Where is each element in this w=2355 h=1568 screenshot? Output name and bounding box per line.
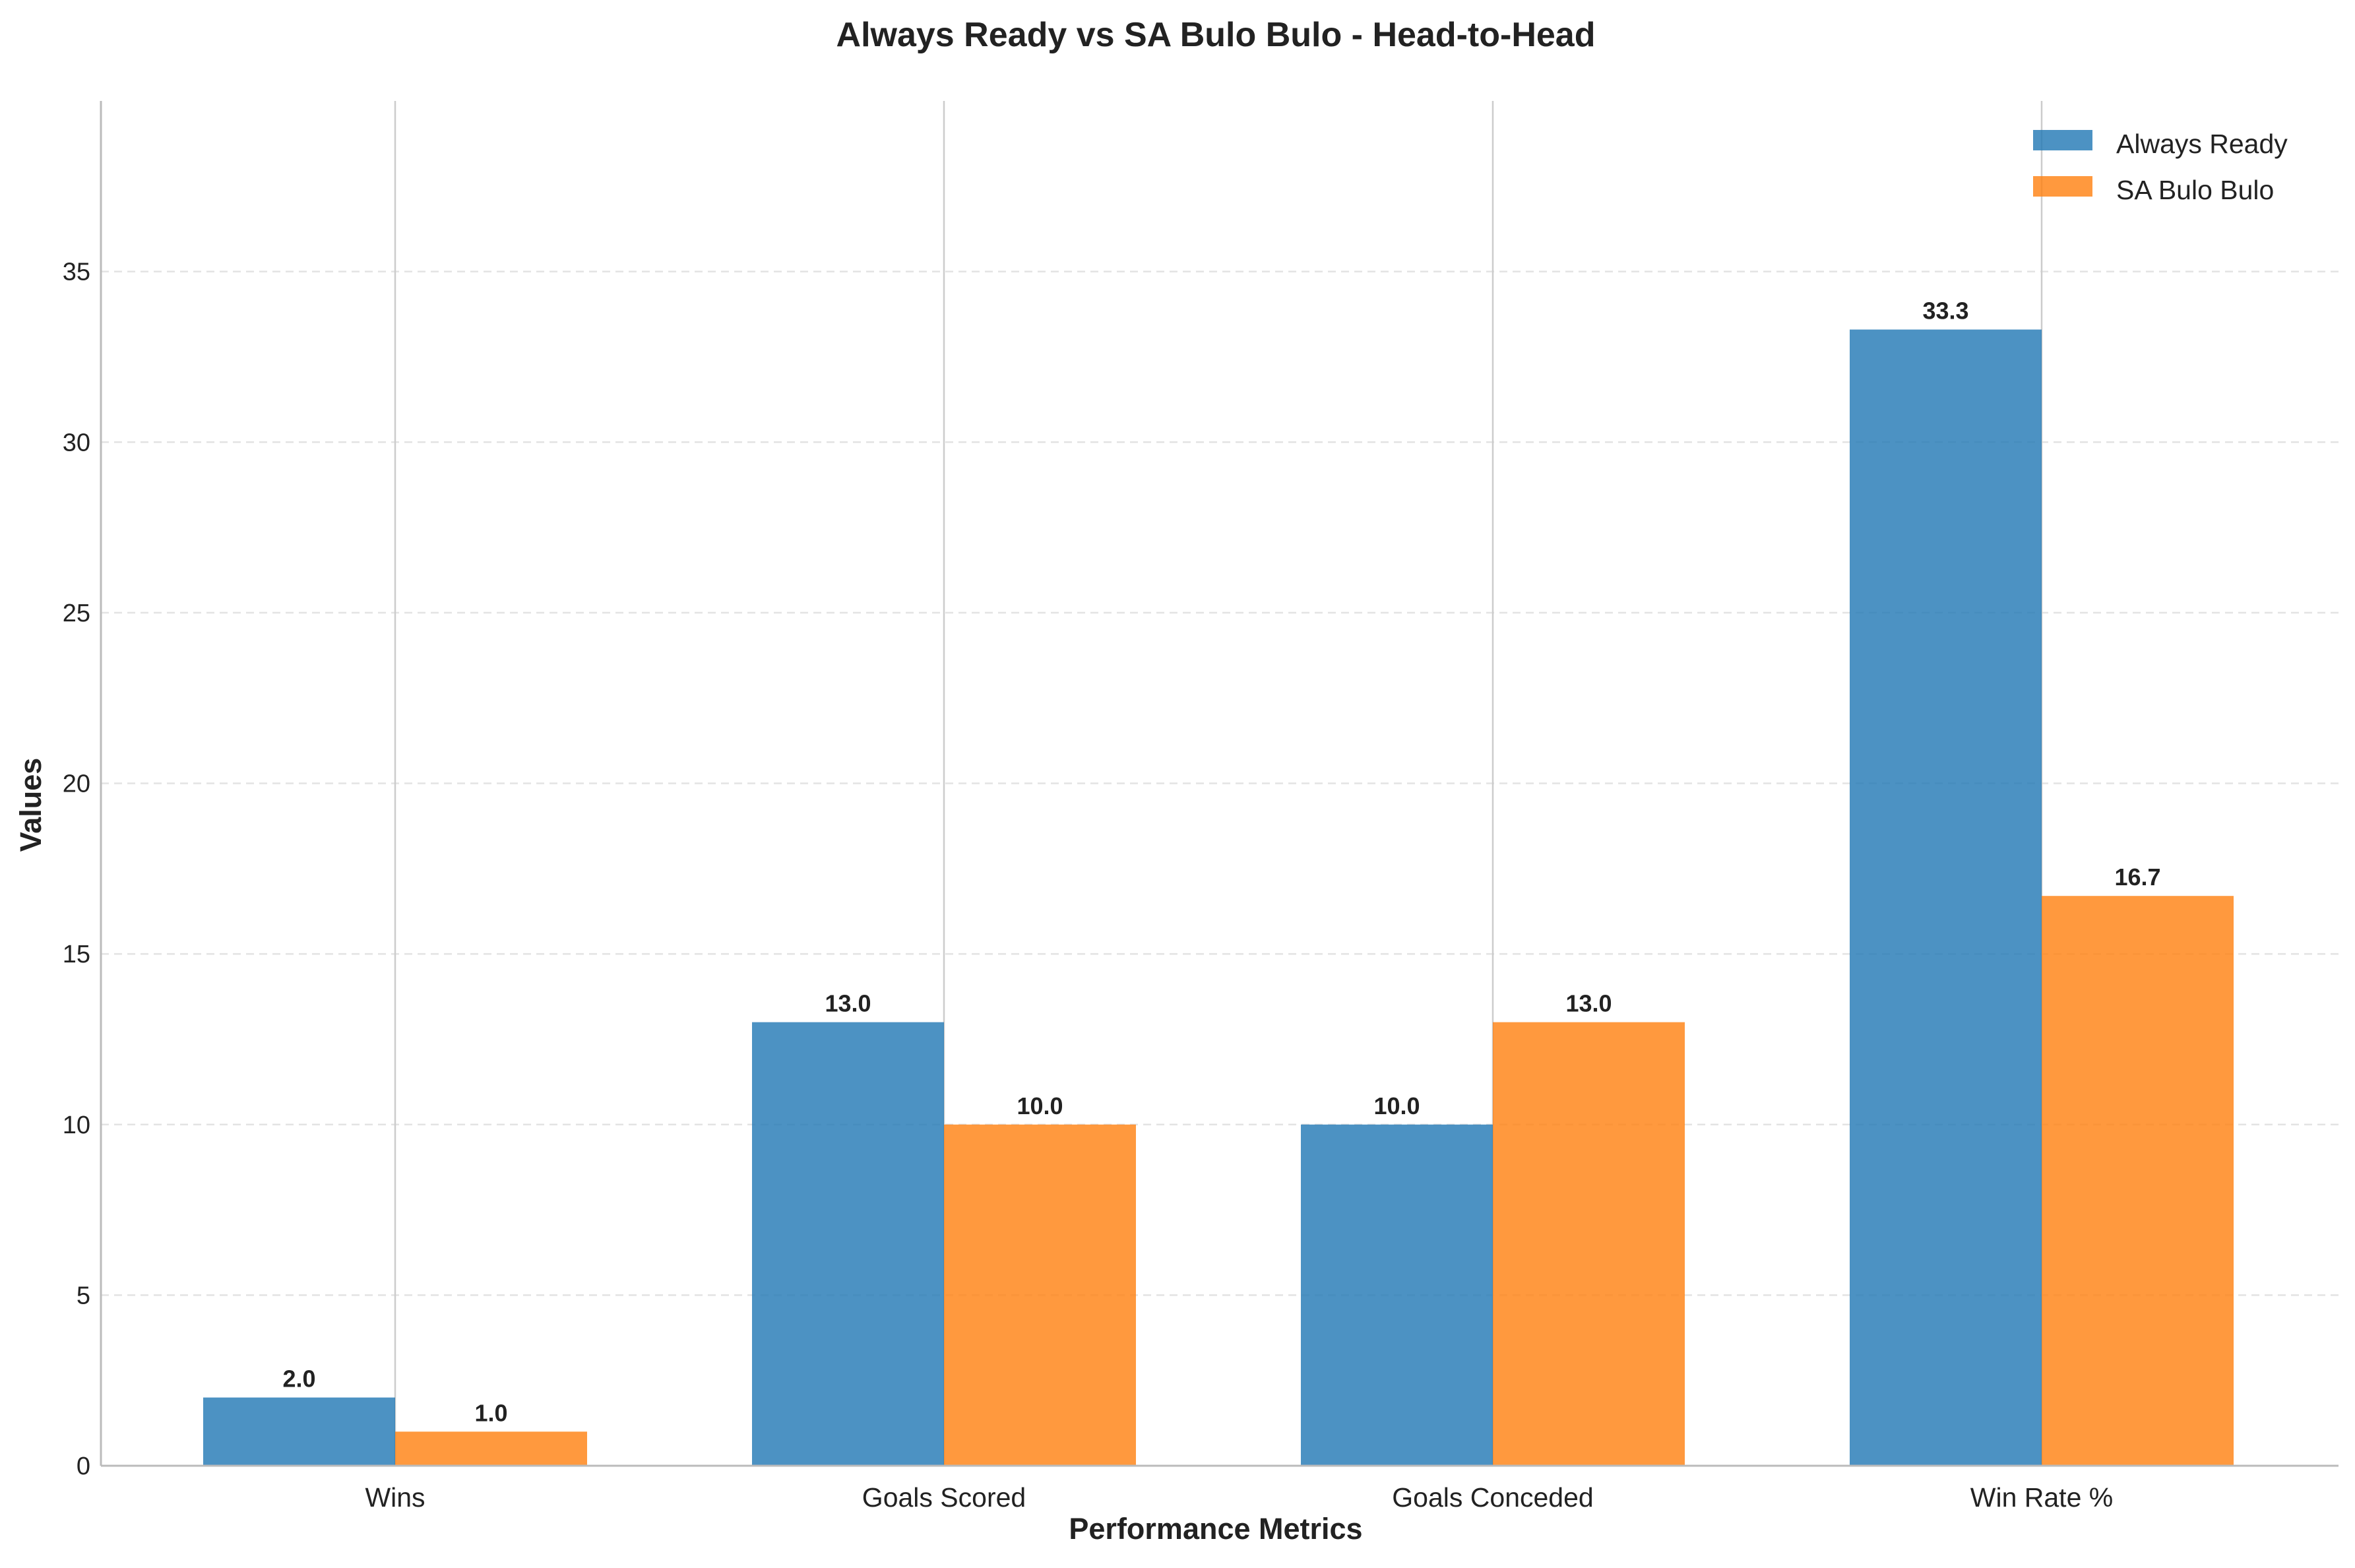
x-tick-label: Wins <box>365 1482 425 1513</box>
legend-label-always-ready: Always Ready <box>2116 129 2288 159</box>
legend: Always Ready SA Bulo Bulo <box>2033 129 2288 205</box>
legend-label-sa-bulo-bulo: SA Bulo Bulo <box>2116 175 2274 205</box>
bar <box>1850 329 2042 1466</box>
bar <box>395 1431 587 1466</box>
y-tick-label: 25 <box>63 600 90 627</box>
data-label: 16.7 <box>2114 863 2160 891</box>
data-label: 10.0 <box>1373 1092 1420 1119</box>
x-tick-label: Win Rate % <box>1970 1482 2113 1513</box>
x-axis-title: Performance Metrics <box>1069 1512 1362 1546</box>
bar <box>203 1397 395 1466</box>
y-tick-label: 30 <box>63 429 90 456</box>
axes: 0 5 10 15 20 25 30 35 Wins Goals Scored Goals Conc… <box>63 101 2339 1513</box>
y-tick-label: 20 <box>63 770 90 798</box>
bars <box>203 329 2234 1466</box>
data-label: 13.0 <box>1565 990 1612 1017</box>
y-axis-title: Values <box>14 758 47 852</box>
y-tick-label: 0 <box>77 1453 90 1480</box>
y-tick-label: 15 <box>63 941 90 968</box>
data-labels: 2.0 13.0 10.0 33.3 1.0 10.0 13.0 16.7 <box>282 298 2160 1427</box>
y-tick-label: 35 <box>63 259 90 286</box>
legend-swatch-sa-bulo-bulo <box>2033 176 2092 197</box>
data-label: 10.0 <box>1017 1092 1063 1119</box>
bar <box>1301 1124 1493 1466</box>
data-label: 1.0 <box>474 1399 507 1426</box>
bar <box>752 1022 944 1466</box>
chart-title: Always Ready vs SA Bulo Bulo - Head-to-H… <box>836 16 1596 54</box>
data-label: 13.0 <box>825 990 871 1017</box>
data-label: 2.0 <box>282 1365 315 1393</box>
y-tick-label: 5 <box>77 1282 90 1309</box>
x-tick-label: Goals Conceded <box>1392 1482 1593 1513</box>
bar <box>2042 896 2234 1466</box>
bar <box>944 1124 1136 1466</box>
bar <box>1493 1022 1685 1466</box>
legend-swatch-always-ready <box>2033 130 2092 150</box>
x-tick-label: Goals Scored <box>862 1482 1026 1513</box>
data-label: 33.3 <box>1922 298 1968 325</box>
y-tick-label: 10 <box>63 1112 90 1139</box>
